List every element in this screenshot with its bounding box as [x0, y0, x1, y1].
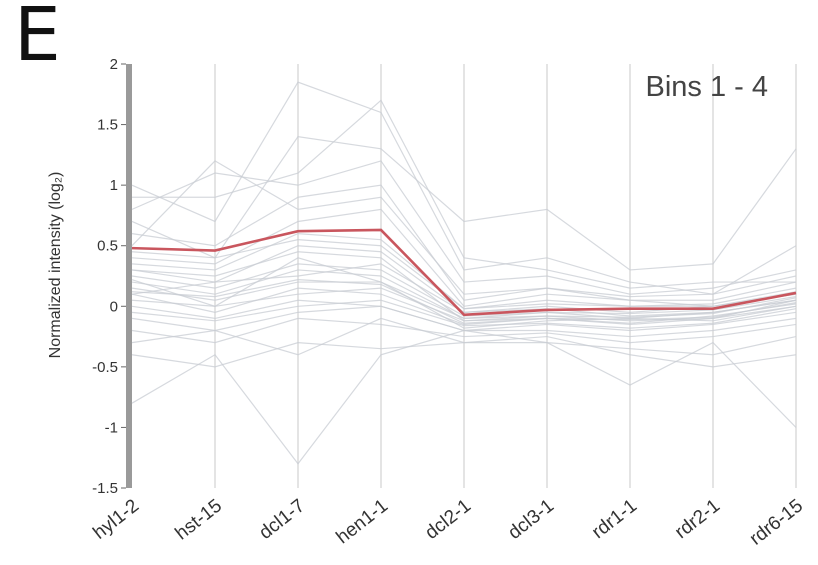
background-series-line-22: [132, 99, 796, 289]
background-series-line-20: [131, 136, 797, 271]
x-tick-label-rdr2-1: rdr2-1: [671, 495, 724, 543]
y-tick-label: -1: [105, 419, 118, 436]
x-tick-label-hen1-1: hen1-1: [333, 495, 393, 548]
background-series-line-24: [131, 279, 797, 324]
background-series-line-13: [131, 263, 797, 317]
bins-annotation: Bins 1 - 4: [646, 71, 769, 103]
x-tick-label-hyl1-2: hyl1-2: [89, 495, 143, 543]
background-series-line-21: [131, 317, 797, 368]
background-series-line-14: [131, 257, 797, 329]
background-series-line-26: [131, 239, 797, 310]
background-series-line-16: [131, 81, 797, 295]
background-series-line-19: [131, 329, 797, 465]
highlight-series: [131, 228, 797, 317]
y-axis-bar: [126, 64, 132, 488]
y-axis-label: Normalized intensity (log₂): [47, 172, 64, 359]
background-series-line-5: [131, 281, 797, 322]
y-tick-label: 0.5: [97, 238, 118, 255]
x-tick-label-rdr6-15: rdr6-15: [746, 495, 807, 549]
background-series-line-11: [131, 317, 797, 344]
x-tick-label-rdr1-1: rdr1-1: [588, 495, 641, 543]
background-series-line-18: [131, 160, 797, 307]
average-series-line: [131, 228, 797, 317]
y-tick-label: 0: [110, 298, 118, 315]
y-tick-label: 2: [110, 56, 118, 73]
y-tick-label: -0.5: [92, 359, 118, 376]
x-tick-label-dcl3-1: dcl3-1: [504, 495, 558, 543]
background-series-line-10: [131, 208, 797, 307]
background-series-line-23: [131, 251, 797, 322]
x-tick-label-hst-15: hst-15: [172, 495, 227, 544]
background-series-line-25: [131, 299, 797, 329]
x-tick-label-dcl1-7: dcl1-7: [255, 495, 309, 543]
panel-letter: E: [14, 0, 61, 78]
y-tick-label: 1: [110, 177, 118, 194]
background-series-line-12: [131, 184, 797, 301]
x-tick-label-dcl2-1: dcl2-1: [421, 495, 475, 543]
x-tick-labels: hyl1-2 hst-15 dcl1-7 hen1-1 dcl2-1 dcl3-1 rdr1…: [89, 495, 807, 549]
y-tick-label: 1.5: [97, 117, 118, 134]
y-tick-label: -1.5: [92, 480, 118, 497]
y-ticks: 2 1.5 1 0.5 0 -0.5 -1 -1.5: [92, 56, 126, 497]
